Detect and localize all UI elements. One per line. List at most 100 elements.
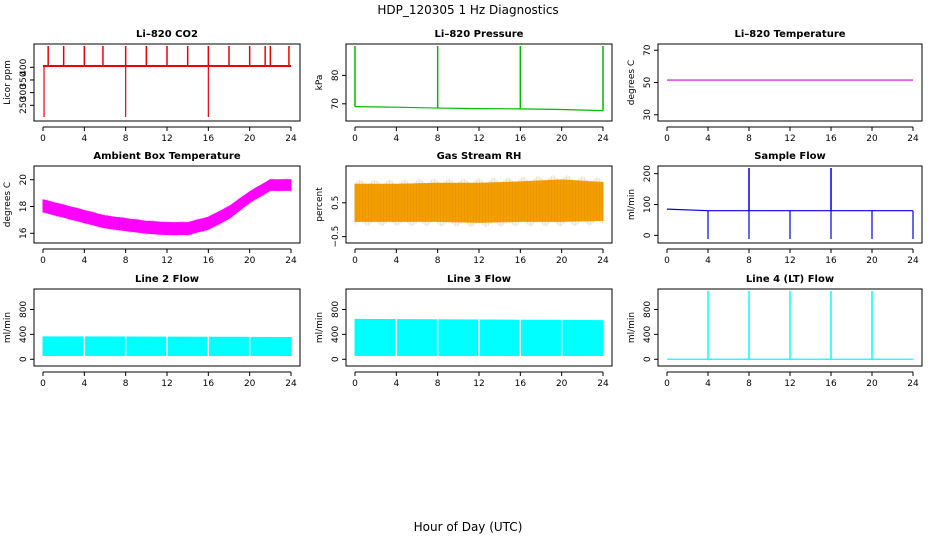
x-tick-label: 16: [515, 256, 527, 266]
panel-3: Ambient Box Temperature degrees C 0 4 8 12 16 2…: [3, 151, 301, 266]
x-tick-label: 16: [515, 134, 527, 144]
x-tick-label: 4: [393, 256, 399, 266]
panel-title: Li–820 CO2: [136, 29, 198, 40]
y-axis-label: ml/min: [627, 189, 637, 220]
panel-title: Li–820 Temperature: [734, 29, 845, 40]
data-series: [42, 334, 292, 358]
y-tick-label: 30: [643, 109, 653, 121]
y-axis-label: ml/min: [627, 312, 637, 343]
x-tick-label: 4: [705, 134, 711, 144]
x-tick-label: 20: [866, 134, 878, 144]
x-tick-label: 24: [907, 256, 919, 266]
y-tick-label: 80: [331, 69, 341, 81]
y-axis-label: kPa: [315, 75, 325, 91]
data-series: [667, 291, 913, 360]
panel-1: Li–820 Pressure kPa 0 4 8 12 16 20 24 70 80: [315, 29, 613, 144]
x-tick-label: 4: [393, 379, 399, 389]
x-tick-label: 20: [556, 256, 568, 266]
y-tick-label: 50: [643, 77, 653, 89]
plot-frame: [657, 288, 923, 367]
y-tick-label: 300: [19, 84, 29, 101]
y-tick-label: 800: [643, 301, 653, 318]
y-tick-label: 400: [19, 58, 29, 75]
x-tick-label: 16: [203, 134, 215, 144]
x-tick-label: 12: [161, 256, 172, 266]
panel-2: Li–820 Temperature degrees C 0 4 8 12 16 20 24 30…: [627, 29, 923, 144]
x-tick-label: 4: [81, 379, 87, 389]
x-tick-label: 24: [597, 379, 609, 389]
panel-title: Gas Stream RH: [437, 151, 522, 162]
x-tick-label: 0: [40, 256, 46, 266]
x-tick-label: 24: [907, 379, 919, 389]
panel-title: Li–820 Pressure: [435, 29, 524, 40]
y-tick-label: 70: [643, 44, 653, 56]
x-tick-label: 12: [473, 134, 484, 144]
data-series: [354, 175, 604, 227]
x-tick-label: 24: [597, 134, 609, 144]
x-tick-label: 16: [203, 256, 215, 266]
x-tick-label: 8: [435, 379, 441, 389]
y-axis-label: degrees C: [627, 60, 637, 105]
panel-title: Ambient Box Temperature: [93, 151, 240, 162]
x-tick-label: 24: [597, 256, 609, 266]
x-tick-label: 20: [244, 134, 256, 144]
x-tick-label: 12: [784, 134, 795, 144]
x-tick-label: 12: [473, 256, 484, 266]
x-tick-label: 0: [352, 256, 358, 266]
panel-title: Line 3 Flow: [447, 274, 511, 285]
y-tick-label: 800: [19, 301, 29, 318]
y-tick-label: 0.5: [331, 196, 341, 210]
x-tick-label: 16: [825, 256, 837, 266]
y-tick-label: 250: [19, 96, 29, 113]
x-tick-label: 20: [556, 134, 568, 144]
x-tick-label: 0: [352, 134, 358, 144]
x-tick-label: 12: [161, 379, 172, 389]
series-line: [354, 106, 604, 112]
x-tick-label: 24: [285, 134, 297, 144]
x-tick-label: 24: [907, 134, 919, 144]
plot-frame: [33, 288, 301, 367]
series-line: [666, 208, 913, 212]
y-tick-label: 100: [643, 196, 653, 213]
x-tick-label: 20: [244, 256, 256, 266]
x-tick-label: 8: [123, 379, 129, 389]
plot-frame: [657, 43, 923, 122]
y-tick-label: −0.5: [331, 226, 341, 248]
y-tick-label: 0: [19, 356, 29, 362]
plot-frame: [33, 165, 301, 244]
series-band: [42, 179, 292, 236]
y-tick-label: 800: [331, 301, 341, 318]
panel-0: Li–820 CO2 Licor ppm 0 4 8 12 16 20 24 2503003504…: [3, 29, 301, 144]
y-axis-label: degrees C: [3, 182, 13, 227]
x-tick-label: 8: [435, 256, 441, 266]
x-tick-label: 0: [664, 379, 670, 389]
x-tick-label: 4: [81, 256, 87, 266]
x-tick-label: 20: [244, 379, 256, 389]
x-tick-label: 20: [866, 256, 878, 266]
x-axis-label: Hour of Day (UTC): [414, 520, 523, 534]
x-tick-label: 4: [393, 134, 399, 144]
data-series: [666, 168, 914, 239]
x-tick-label: 8: [746, 379, 752, 389]
x-tick-label: 20: [866, 379, 878, 389]
plot-frame: [345, 165, 613, 244]
x-tick-label: 24: [285, 379, 297, 389]
x-tick-label: 16: [515, 379, 527, 389]
x-tick-label: 0: [40, 379, 46, 389]
data-series: [42, 178, 292, 237]
panel-title: Line 4 (LT) Flow: [746, 274, 834, 285]
y-tick-label: 20: [19, 174, 29, 186]
x-tick-label: 20: [556, 379, 568, 389]
y-tick-label: 0: [331, 356, 341, 362]
x-tick-label: 0: [664, 256, 670, 266]
x-tick-label: 24: [285, 256, 297, 266]
panel-5: Sample Flow ml/min 0 4 8 12 16 20 24 0 100 200: [627, 151, 923, 266]
plot-frame: [33, 43, 301, 122]
x-tick-label: 8: [123, 134, 129, 144]
y-axis-label: percent: [315, 187, 325, 222]
x-tick-label: 8: [435, 134, 441, 144]
x-tick-label: 4: [705, 256, 711, 266]
panel-6: Line 2 Flow ml/min 0 4 8 12 16 20 24 0 400 800: [3, 274, 301, 389]
x-tick-label: 16: [203, 379, 215, 389]
